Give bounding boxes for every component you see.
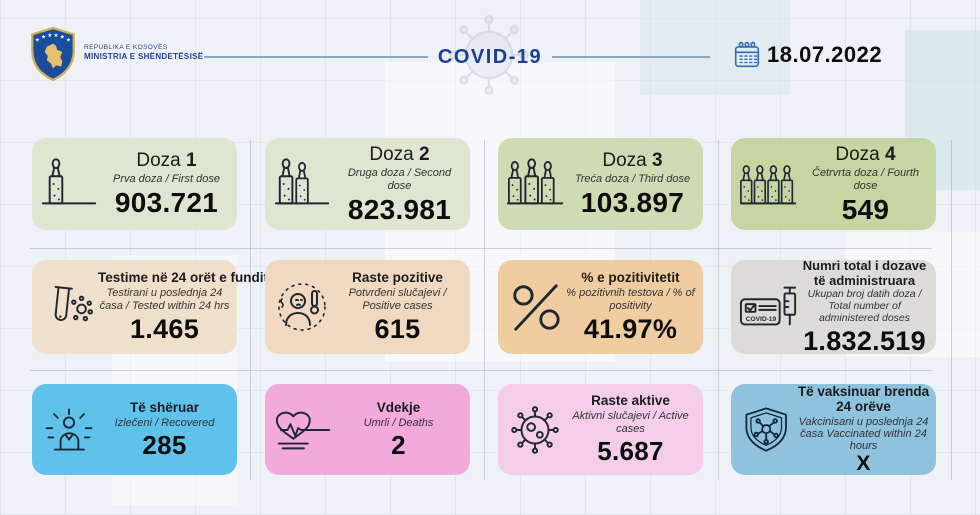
vaccine-certificate-icon: COVID-19	[739, 281, 799, 333]
stat-value: 823.981	[347, 193, 452, 225]
svg-text:★: ★	[47, 32, 52, 39]
card-subtitle: Testirani u poslednja 24 časa / Tested w…	[99, 286, 230, 313]
card-subtitle: Ukupan broj datih doza / Total number of…	[807, 288, 922, 324]
card-title: Doza 1	[136, 150, 197, 172]
sick-person-icon	[273, 279, 331, 335]
three-ampoules-icon	[506, 158, 568, 210]
header-rule-right	[552, 56, 710, 58]
card-subtitle: Potvrđeni slučajevi / Positive cases	[348, 286, 447, 313]
card-doza-4: Doza 4 Četrvrta doza / Fourth dose 549	[731, 138, 936, 230]
card-title: Të shëruar	[129, 400, 200, 415]
stat-value: 5.687	[597, 436, 664, 467]
calendar-icon	[733, 41, 761, 69]
card-positive-cases: Raste pozitive Potvrđeni slučajevi / Pos…	[265, 260, 470, 354]
stat-value: 2	[391, 429, 406, 460]
card-title: Doza 4	[835, 143, 896, 165]
card-title: Raste pozitive	[352, 270, 443, 286]
ministry-title: REPUBLIKA E KOSOVËS MINISTRIA E SHËNDETË…	[84, 44, 203, 62]
svg-text:★: ★	[66, 37, 71, 44]
stat-value: 549	[841, 193, 890, 225]
card-subtitle: Izlečeni / Recovered	[114, 416, 215, 429]
four-ampoules-icon	[739, 158, 801, 210]
covid-header: COVID-19	[418, 10, 562, 102]
card-subtitle: % pozitivnih testova / % of positivity	[566, 286, 695, 313]
percent-icon	[506, 280, 564, 334]
card-title: Doza 2	[369, 143, 430, 165]
stats-grid: Doza 1 Prva doza / First dose 903.721 Do…	[32, 138, 936, 475]
stat-value: 41.97%	[583, 314, 678, 345]
card-title: Doza 3	[602, 150, 663, 172]
ampoule-icon	[40, 158, 102, 210]
card-doza-1: Doza 1 Prva doza / First dose 903.721	[32, 138, 237, 230]
card-title: % e pozitivitetit	[581, 270, 680, 286]
card-title: Testime në 24 orët e fundit	[98, 270, 269, 286]
svg-text:★: ★	[54, 32, 59, 39]
stat-value: 903.721	[114, 187, 219, 219]
test-tube-virus-icon	[40, 279, 98, 335]
republic-line: REPUBLIKA E KOSOVËS	[84, 44, 168, 51]
card-positivity-rate: % e pozitivitetit % pozitivnih testova /…	[498, 260, 703, 354]
card-recovered: Të shëruar Izlečeni / Recovered 285	[32, 384, 237, 475]
recovered-person-icon	[40, 403, 98, 457]
stat-value: 615	[374, 314, 421, 345]
svg-text:★: ★	[35, 37, 40, 44]
divider-line	[951, 140, 952, 480]
card-subtitle: Četrvrta doza / Fourth dose	[812, 166, 919, 192]
card-subtitle: Umrli / Deaths	[363, 416, 434, 429]
svg-text:COVID-19: COVID-19	[746, 316, 777, 323]
stat-value: 285	[142, 429, 187, 460]
card-active-cases: Raste aktive Aktivni slučajevi / Active …	[498, 384, 703, 475]
card-deaths: Vdekje Umrli / Deaths 2	[265, 384, 470, 475]
card-total-doses: COVID-19 Numri total i dozave të adminis…	[731, 258, 936, 356]
virus-watermark-icon	[446, 12, 532, 98]
card-subtitle: Druga doza / Second dose	[347, 166, 452, 192]
card-subtitle: Vakcinisani u poslednja 24 časa Vaccinat…	[798, 415, 929, 453]
card-title: Numri total i dozave të administruara	[802, 258, 927, 288]
virus-icon	[506, 403, 564, 457]
stat-value: X	[856, 452, 871, 476]
card-title: Vdekje	[376, 400, 421, 415]
heart-ecg-icon	[273, 404, 333, 456]
card-doza-3: Doza 3 Treća doza / Third dose 103.897	[498, 138, 703, 230]
card-vaccinated-24h: Të vaksinuar brenda 24 orëve Vakcinisani…	[731, 384, 936, 475]
page-title: COVID-19	[437, 46, 543, 68]
date-label: 18.07.2022	[767, 42, 883, 67]
two-ampoules-icon	[273, 158, 335, 210]
kosovo-emblem: ★ ★ ★ ★ ★ ★	[30, 26, 76, 82]
header-rule-left	[204, 56, 428, 58]
stat-value: 103.897	[580, 187, 685, 219]
ministry-line: MINISTRIA E SHËNDETËSISË	[84, 52, 204, 62]
card-doza-2: Doza 2 Druga doza / Second dose 823.981	[265, 138, 470, 230]
card-tests-24h: Testime në 24 orët e fundit Testirani u …	[32, 260, 269, 354]
stat-value: 1.465	[129, 314, 200, 345]
svg-text:★: ★	[41, 33, 46, 40]
card-subtitle: Prva doza / First dose	[113, 173, 220, 186]
card-subtitle: Aktivni slučajevi / Active cases	[572, 409, 689, 436]
card-title: Të vaksinuar brenda 24 orëve	[797, 383, 930, 415]
card-subtitle: Treća doza / Third dose	[574, 173, 691, 186]
svg-text:★: ★	[60, 33, 65, 40]
stat-value: 1.832.519	[803, 325, 926, 356]
shield-virus-icon	[739, 402, 797, 458]
card-title: Raste aktive	[591, 393, 670, 409]
